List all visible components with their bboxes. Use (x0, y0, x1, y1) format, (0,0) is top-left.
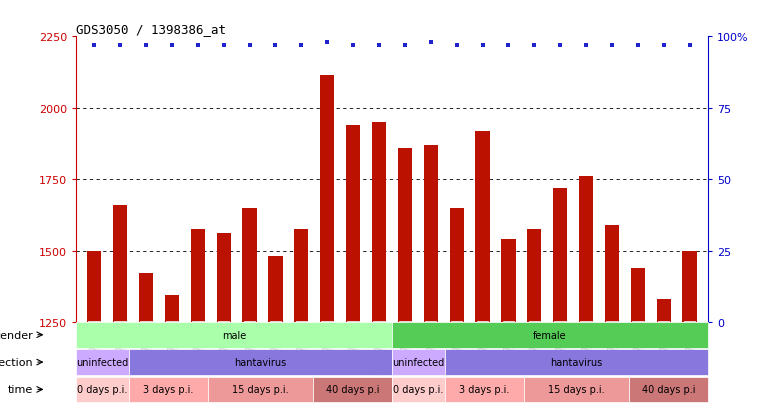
Point (554, 43, 566, 49)
Bar (320, 76, 334, 322)
Text: GSM175459: GSM175459 (271, 323, 280, 373)
Text: GSM175453: GSM175453 (116, 323, 125, 373)
Point (88, 43, 100, 49)
Text: hantavirus: hantavirus (234, 357, 286, 367)
Text: uninfected: uninfected (76, 357, 129, 367)
Bar (243, 208, 256, 322)
Text: GDS3050 / 1398386_at: GDS3050 / 1398386_at (76, 23, 226, 36)
Text: GSM175458: GSM175458 (245, 323, 254, 373)
Text: GSM175441: GSM175441 (426, 323, 435, 373)
Text: GSM175451: GSM175451 (685, 323, 694, 373)
Point (528, 43, 540, 49)
Bar (579, 177, 593, 322)
Bar (295, 230, 308, 322)
Point (244, 43, 256, 49)
Bar (657, 299, 671, 322)
Text: infection: infection (0, 357, 33, 367)
Bar (501, 240, 515, 322)
Text: 40 days p.i: 40 days p.i (642, 385, 695, 394)
Point (476, 43, 489, 49)
Point (606, 43, 618, 49)
Point (218, 43, 230, 49)
Text: GSM175457: GSM175457 (219, 323, 228, 373)
Text: 15 days p.i.: 15 days p.i. (232, 385, 288, 394)
Text: male: male (222, 330, 246, 340)
Bar (87, 251, 101, 322)
Bar (269, 256, 282, 322)
Text: uninfected: uninfected (392, 357, 444, 367)
Point (295, 43, 307, 49)
Text: 40 days p.i: 40 days p.i (326, 385, 379, 394)
Bar (553, 188, 567, 322)
Point (192, 43, 204, 49)
Text: time: time (8, 385, 33, 394)
Text: GSM175443: GSM175443 (478, 323, 487, 373)
Bar (527, 230, 541, 322)
Text: GSM175460: GSM175460 (297, 323, 306, 373)
Bar (476, 131, 489, 322)
Text: 3 days p.i.: 3 days p.i. (143, 385, 193, 394)
Text: 0 days p.i.: 0 days p.i. (77, 385, 128, 394)
Bar (398, 148, 412, 322)
Point (580, 43, 592, 49)
Bar (605, 225, 619, 322)
Bar (424, 145, 438, 322)
Bar (450, 208, 463, 322)
Point (269, 43, 282, 49)
Point (425, 40, 437, 46)
Point (373, 43, 385, 49)
Bar (683, 251, 697, 322)
Point (502, 43, 514, 49)
Text: GSM175448: GSM175448 (607, 323, 616, 373)
Text: GSM175442: GSM175442 (452, 323, 461, 373)
Text: GSM175446: GSM175446 (556, 323, 565, 373)
Point (632, 43, 644, 49)
Text: GSM175440: GSM175440 (400, 323, 409, 373)
Point (451, 43, 463, 49)
Bar (113, 205, 127, 322)
Bar (165, 295, 179, 322)
Text: hantavirus: hantavirus (550, 357, 602, 367)
Text: GSM175449: GSM175449 (633, 323, 642, 373)
Bar (372, 123, 386, 322)
Point (166, 43, 178, 49)
Text: 15 days p.i.: 15 days p.i. (548, 385, 604, 394)
Text: GSM175452: GSM175452 (90, 323, 99, 373)
Text: female: female (533, 330, 567, 340)
Text: GSM175445: GSM175445 (530, 323, 539, 373)
Point (140, 43, 152, 49)
Text: GSM175450: GSM175450 (659, 323, 668, 373)
Text: GSM175444: GSM175444 (504, 323, 513, 373)
Text: 3 days p.i.: 3 days p.i. (459, 385, 509, 394)
Text: gender: gender (0, 330, 33, 340)
Point (399, 43, 411, 49)
Text: GSM175461: GSM175461 (323, 323, 332, 373)
Point (347, 43, 359, 49)
Text: GSM175447: GSM175447 (581, 323, 591, 373)
Text: GSM175454: GSM175454 (142, 323, 151, 373)
Bar (631, 268, 645, 322)
Bar (346, 126, 360, 322)
Text: GSM175456: GSM175456 (193, 323, 202, 373)
Point (683, 43, 696, 49)
Point (658, 43, 670, 49)
Text: GSM175455: GSM175455 (167, 323, 177, 373)
Text: 0 days p.i.: 0 days p.i. (393, 385, 444, 394)
Text: GSM175462: GSM175462 (349, 323, 358, 373)
Bar (139, 274, 153, 322)
Bar (191, 230, 205, 322)
Point (114, 43, 126, 49)
Point (321, 40, 333, 46)
Bar (217, 234, 231, 322)
Text: GSM175463: GSM175463 (374, 323, 384, 373)
